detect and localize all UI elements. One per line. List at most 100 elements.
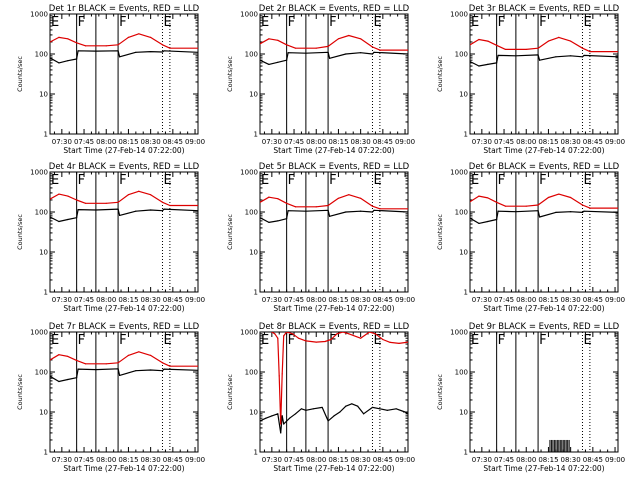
lld-data-point — [95, 202, 97, 204]
chart-panel-3: Det 3r BLACK = Events, RED = LLD 1 10 100 10… — [436, 4, 625, 155]
lld-data-point — [105, 363, 107, 365]
flag-label-e: E — [261, 173, 269, 188]
flag-label-f: F — [329, 15, 336, 30]
lld-data-point — [271, 332, 273, 333]
y-axis: 1 10 100 1000 Counts/sec — [16, 11, 198, 139]
y-axis: 1 10 100 1000 Counts/sec — [16, 329, 198, 457]
lld-data-point — [84, 45, 87, 47]
lld-data-point — [496, 201, 498, 203]
x-tick-label: 08:45 — [163, 456, 183, 464]
lld-data-point — [570, 196, 572, 199]
y-tick-label: 1000 — [30, 329, 48, 337]
lld-data-point — [337, 197, 340, 199]
lld-series-line — [470, 36, 618, 53]
x-axis-label: Start Time (27-Feb-14 07:22:00) — [63, 146, 184, 155]
x-tick-label: 08:00 — [516, 296, 536, 304]
lld-data-point — [305, 47, 307, 49]
x-axis: 07:30 07:45 08:00 08:15 08:30 08:45 09:00Start… — [472, 332, 625, 473]
y-tick-label: 10 — [249, 91, 258, 99]
x-tick-label: 08:30 — [351, 296, 371, 304]
lld-data-point — [95, 45, 97, 47]
events-data-point — [345, 211, 347, 213]
x-tick-label: 08:45 — [583, 138, 603, 146]
y-axis-label: Counts/sec — [226, 56, 234, 92]
x-tick-label: 09:00 — [185, 138, 205, 146]
x-axis-label: Start Time (27-Feb-14 07:22:00) — [483, 146, 604, 155]
events-series-line — [260, 403, 408, 434]
x-tick-label: 09:00 — [605, 456, 625, 464]
plot-frame — [259, 13, 409, 135]
lld-data-point — [581, 47, 584, 49]
events-data-point — [555, 211, 557, 213]
lld-data-point — [127, 354, 130, 357]
events-data-point — [265, 417, 267, 419]
events-data-point — [277, 220, 279, 222]
events-series-line — [50, 368, 198, 383]
events-data-point — [360, 210, 362, 212]
y-tick-label: 10 — [459, 409, 468, 417]
events-data-point — [287, 52, 289, 54]
lld-data-point — [589, 207, 591, 209]
lld-data-point — [297, 337, 300, 339]
flag-label-f: F — [498, 173, 505, 188]
x-tick-label: 07:45 — [284, 138, 304, 146]
events-data-point — [312, 408, 314, 410]
lld-data-point — [76, 42, 78, 44]
lld-data-point — [342, 332, 344, 333]
flag-label-f: F — [539, 15, 546, 30]
panel-title: Det 4r BLACK = Events, RED = LLD — [49, 162, 200, 172]
flag-label-e: E — [261, 15, 269, 30]
lld-data-point — [305, 340, 307, 342]
chart-panel-8: Det 8r BLACK = Events, RED = LLD 1 10 100 10… — [226, 322, 415, 473]
y-tick-label: 1 — [254, 289, 258, 297]
x-axis-label: Start Time (27-Feb-14 07:22:00) — [63, 464, 184, 473]
y-tick-label: 10 — [39, 249, 48, 257]
lld-data-point — [558, 193, 560, 195]
chart-panel-5: Det 5r BLACK = Events, RED = LLD 1 10 100 10… — [226, 162, 415, 313]
lld-data-point — [150, 354, 152, 357]
lld-data-point — [570, 40, 572, 42]
events-data-point — [117, 50, 119, 52]
lld-data-point — [84, 363, 87, 365]
x-tick-label: 08:00 — [96, 456, 116, 464]
events-data-point — [470, 217, 471, 219]
y-tick-label: 1 — [464, 131, 468, 139]
x-tick-label: 07:30 — [472, 456, 492, 464]
events-data-point — [95, 209, 97, 211]
y-tick-label: 1000 — [30, 169, 48, 177]
events-data-point — [50, 216, 51, 218]
y-tick-label: 1 — [44, 131, 48, 139]
x-tick-label: 08:15 — [328, 138, 348, 146]
flag-label-e: E — [261, 333, 269, 348]
lld-series-line — [50, 351, 198, 367]
flag-label-e: E — [163, 173, 171, 188]
lld-data-point — [278, 375, 280, 377]
lld-data-point — [324, 340, 326, 343]
lld-data-point — [291, 333, 294, 335]
events-data-point — [76, 217, 78, 219]
events-data-point — [286, 218, 288, 220]
y-tick-label: 1000 — [240, 11, 258, 19]
events-data-point — [497, 54, 499, 57]
events-data-point — [150, 209, 152, 211]
events-data-point — [373, 209, 375, 211]
lld-data-point — [407, 341, 408, 343]
events-data-point — [50, 375, 51, 377]
lld-data-point — [169, 204, 171, 207]
plot-frame — [49, 13, 199, 135]
lld-data-point — [280, 423, 282, 425]
y-tick-label: 100 — [455, 51, 468, 59]
y-tick-label: 1000 — [30, 11, 48, 19]
lld-data-point — [379, 208, 381, 210]
y-axis: 1 10 100 1000 Counts/sec — [436, 11, 618, 139]
events-series-line — [260, 51, 408, 66]
lld-data-point — [277, 337, 279, 339]
lld-data-point — [525, 205, 527, 207]
events-data-point — [328, 57, 331, 59]
lld-data-point — [286, 332, 288, 333]
x-tick-label: 07:45 — [74, 456, 94, 464]
